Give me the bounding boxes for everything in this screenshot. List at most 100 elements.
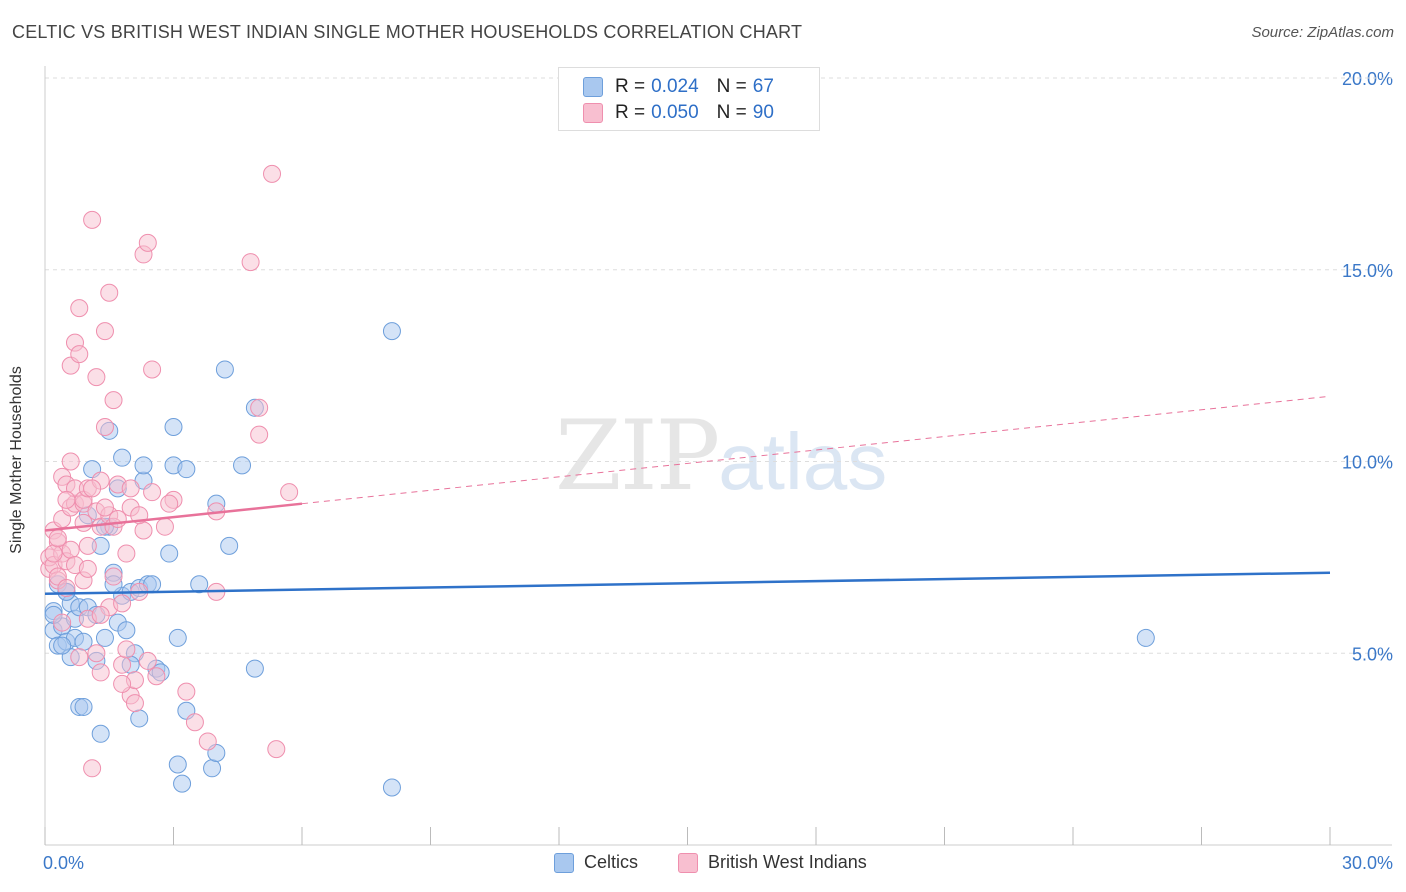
celtics-n-value: 67 bbox=[752, 76, 774, 97]
bwi-point bbox=[78, 559, 97, 578]
celtics-point bbox=[168, 628, 187, 647]
bwi-point bbox=[87, 644, 106, 663]
bwi-point bbox=[138, 651, 157, 670]
bwi-point bbox=[147, 667, 166, 686]
bwi-point bbox=[280, 483, 299, 502]
celtics-point bbox=[117, 621, 136, 640]
y-tick-label: 15.0% bbox=[1342, 261, 1393, 281]
bwi-point bbox=[95, 417, 114, 436]
bwi-point bbox=[113, 674, 132, 693]
legend-row-celtics: R = 0.024 N = 67 bbox=[583, 75, 774, 99]
bwi-legend-label: British West Indians bbox=[708, 852, 867, 872]
bwi-point bbox=[95, 322, 114, 341]
n-label: N = bbox=[716, 76, 747, 97]
bwi-point bbox=[160, 494, 179, 513]
bwi-point bbox=[78, 536, 97, 555]
celtics-point bbox=[220, 536, 239, 555]
bwi-point bbox=[70, 299, 89, 318]
watermark: ZIPatlas bbox=[555, 400, 887, 512]
bwi-trend-line bbox=[44, 502, 303, 532]
bwi-point bbox=[177, 682, 196, 701]
watermark-zip: ZIP bbox=[555, 400, 720, 512]
bwi-point bbox=[57, 490, 76, 509]
celtics-point bbox=[95, 628, 114, 647]
celtics-point bbox=[382, 322, 401, 341]
bwi-point bbox=[198, 732, 217, 751]
celtics-point bbox=[53, 636, 72, 655]
bwi-n-value: 90 bbox=[752, 102, 774, 123]
bwi-point bbox=[121, 479, 140, 498]
celtics-point bbox=[173, 774, 192, 793]
y-tick-label: 20.0% bbox=[1342, 69, 1393, 89]
bwi-point bbox=[91, 605, 110, 624]
correlation-legend: R = 0.024 N = 67 R = 0.050 N = 90 bbox=[558, 67, 820, 131]
bwi-point bbox=[143, 483, 162, 502]
celtics-point bbox=[1136, 628, 1155, 647]
bwi-swatch bbox=[583, 103, 603, 123]
celtics-point bbox=[113, 448, 132, 467]
celtics-trend-line bbox=[44, 571, 1331, 596]
bwi-point bbox=[250, 425, 269, 444]
celtics-legend-label: Celtics bbox=[584, 852, 639, 872]
y-tick-label: 10.0% bbox=[1342, 453, 1393, 473]
bwi-point bbox=[185, 713, 204, 732]
source-credit: Source: ZipAtlas.com bbox=[1251, 24, 1394, 41]
bwi-point bbox=[138, 233, 157, 252]
n-label: N = bbox=[716, 102, 747, 123]
bwi-point bbox=[263, 164, 282, 183]
celtics-r-value: 0.024 bbox=[651, 76, 699, 97]
bwi-point bbox=[87, 368, 106, 387]
bwi-point bbox=[83, 210, 102, 229]
bwi-point bbox=[70, 648, 89, 667]
celtics-point bbox=[160, 544, 179, 563]
celtics-point bbox=[215, 360, 234, 379]
bwi-point bbox=[125, 694, 144, 713]
celtics-legend-swatch bbox=[554, 852, 574, 873]
legend-row-bwi: R = 0.050 N = 90 bbox=[583, 101, 774, 125]
series-legend: Celtics British West Indians bbox=[0, 852, 1406, 878]
bwi-point bbox=[100, 283, 119, 302]
bwi-point bbox=[74, 513, 93, 532]
legend-item-bwi: British West Indians bbox=[678, 852, 867, 873]
celtics-point bbox=[177, 460, 196, 479]
celtics-point bbox=[134, 456, 153, 475]
bwi-point bbox=[70, 345, 89, 364]
bwi-point bbox=[95, 498, 114, 517]
bwi-point bbox=[53, 613, 72, 632]
celtics-point bbox=[130, 709, 149, 728]
bwi-point bbox=[250, 398, 269, 417]
celtics-swatch bbox=[583, 77, 603, 97]
celtics-point bbox=[382, 778, 401, 797]
r-label: R = bbox=[615, 102, 646, 123]
celtics-point bbox=[168, 755, 187, 774]
bwi-point bbox=[83, 479, 102, 498]
bwi-point bbox=[143, 360, 162, 379]
chart-title: CELTIC VS BRITISH WEST INDIAN SINGLE MOT… bbox=[12, 22, 803, 42]
bwi-r-value: 0.050 bbox=[651, 102, 699, 123]
bwi-point bbox=[267, 740, 286, 759]
celtics-point bbox=[190, 575, 209, 594]
bwi-legend-swatch bbox=[678, 852, 698, 873]
bwi-point bbox=[104, 391, 123, 410]
bwi-point bbox=[44, 544, 63, 563]
celtics-point bbox=[74, 697, 93, 716]
y-tick-label: 5.0% bbox=[1352, 644, 1393, 664]
bwi-point bbox=[134, 521, 153, 540]
x-tick-label: 30.0% bbox=[1342, 853, 1393, 873]
bwi-point bbox=[108, 510, 127, 529]
celtics-point bbox=[164, 417, 183, 436]
celtics-point bbox=[203, 759, 222, 778]
watermark-atlas: atlas bbox=[718, 417, 888, 506]
bwi-point bbox=[113, 655, 132, 674]
celtics-point bbox=[91, 724, 110, 743]
bwi-point bbox=[104, 567, 123, 586]
bwi-point bbox=[91, 663, 110, 682]
bwi-point bbox=[83, 759, 102, 778]
bwi-point bbox=[117, 544, 136, 563]
bwi-point bbox=[61, 540, 80, 559]
legend-item-celtics: Celtics bbox=[554, 852, 638, 873]
celtics-point bbox=[245, 659, 264, 678]
bwi-point bbox=[113, 594, 132, 613]
celtics-point bbox=[233, 456, 252, 475]
